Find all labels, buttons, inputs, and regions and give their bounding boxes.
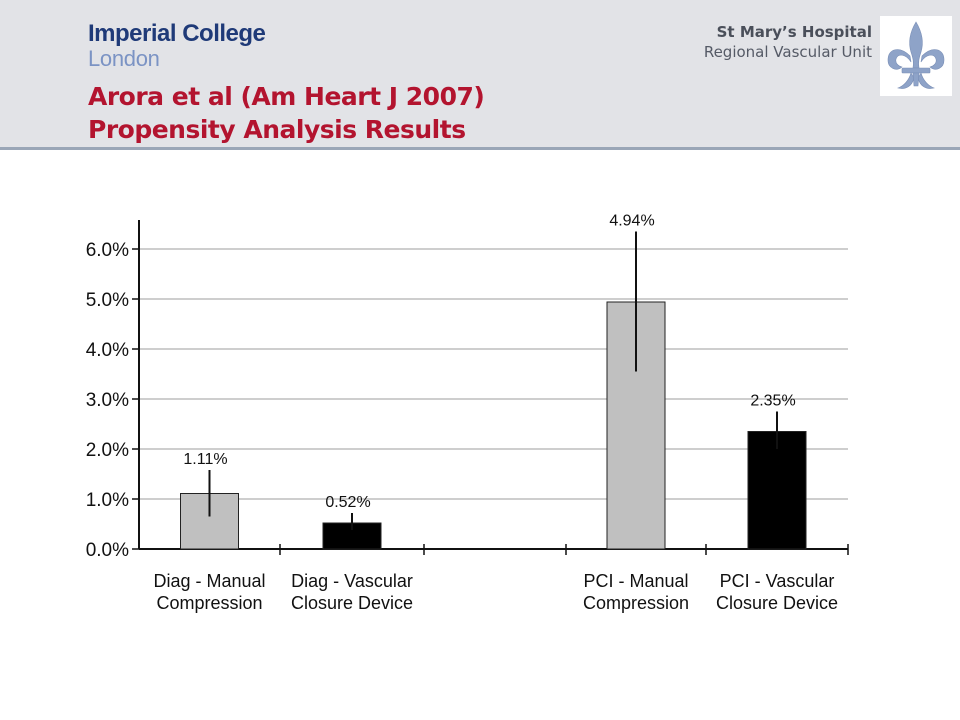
fleur-de-lis-svg — [887, 21, 945, 89]
category-label: Closure Device — [716, 593, 838, 613]
logo-imperial: Imperial College — [88, 20, 266, 47]
data-label: 2.35% — [750, 393, 795, 410]
category-label: Diag - Manual — [153, 571, 265, 591]
data-label: 0.52% — [325, 494, 370, 511]
category-label: Closure Device — [291, 593, 413, 613]
y-tick-label: 4.0% — [86, 340, 129, 361]
category-label: Diag - Vascular — [291, 571, 413, 591]
category-label: PCI - Manual — [583, 571, 688, 591]
y-tick-label: 6.0% — [86, 240, 129, 261]
y-tick-label: 1.0% — [86, 490, 129, 511]
slide-title-line2: Propensity Analysis Results — [88, 115, 466, 144]
data-label: 1.11% — [183, 451, 227, 468]
y-tick-label: 3.0% — [86, 390, 129, 411]
fleur-de-lis-icon — [880, 16, 952, 96]
y-tick-label: 5.0% — [86, 290, 129, 311]
slide-header: Imperial College London Arora et al (Am … — [0, 0, 960, 150]
category-label: PCI - Vascular — [720, 571, 835, 591]
hospital-name: St Mary’s Hospital — [716, 23, 872, 41]
y-tick-label: 2.0% — [86, 440, 129, 461]
slide-title-line1: Arora et al (Am Heart J 2007) — [88, 82, 485, 111]
hospital-block: St Mary’s Hospital Regional Vascular Uni… — [704, 22, 872, 62]
logo-london: London — [88, 46, 160, 71]
hospital-unit: Regional Vascular Unit — [703, 43, 872, 61]
bar — [747, 431, 807, 550]
data-label: 4.94% — [609, 213, 654, 230]
slide-title: Arora et al (Am Heart J 2007) Propensity… — [88, 80, 485, 146]
y-tick-label: 0.0% — [86, 540, 129, 561]
category-label: Compression — [156, 593, 262, 613]
category-label: Compression — [583, 593, 689, 613]
